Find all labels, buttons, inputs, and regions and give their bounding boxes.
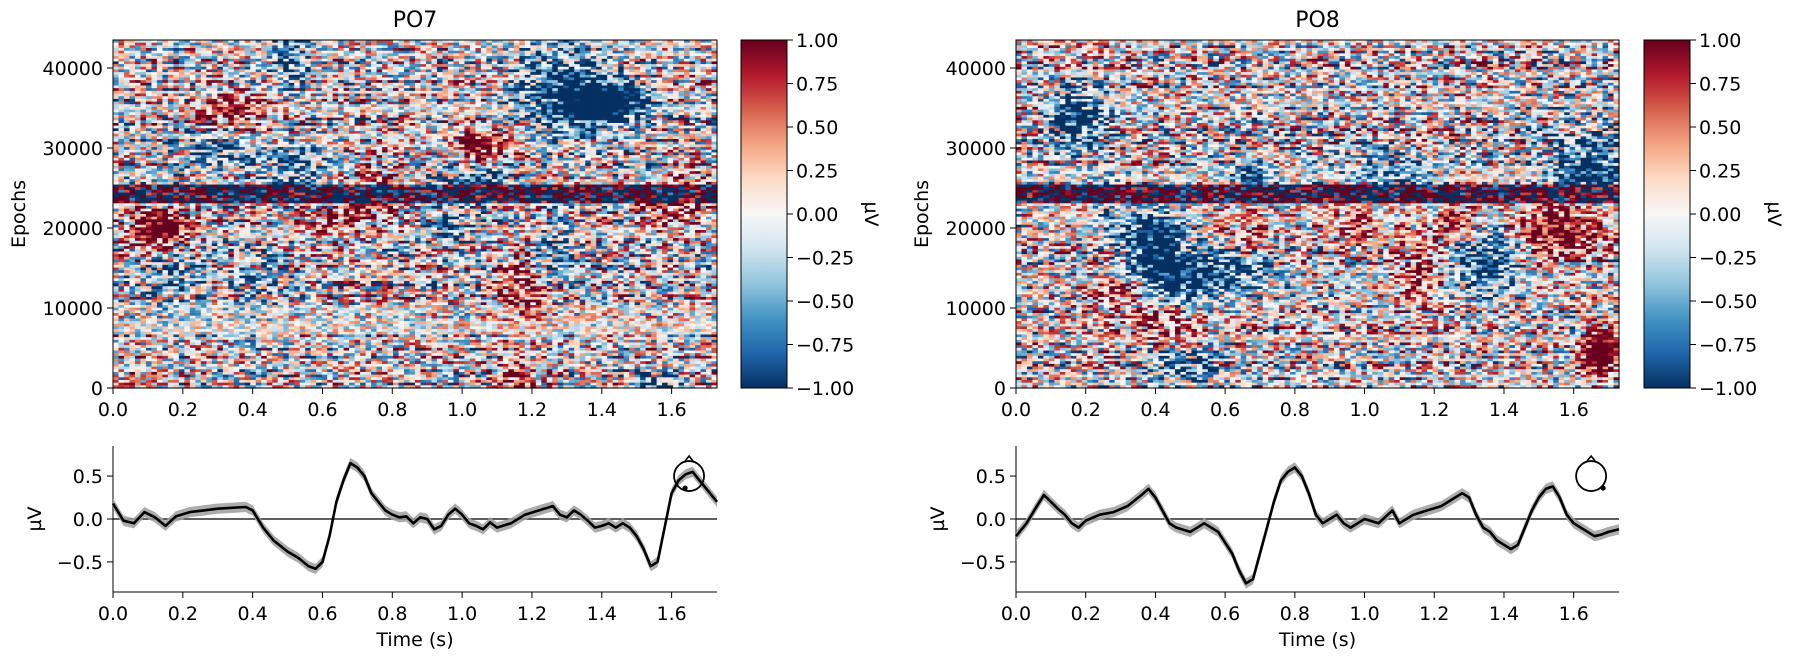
heatmap-cells [113, 40, 718, 389]
